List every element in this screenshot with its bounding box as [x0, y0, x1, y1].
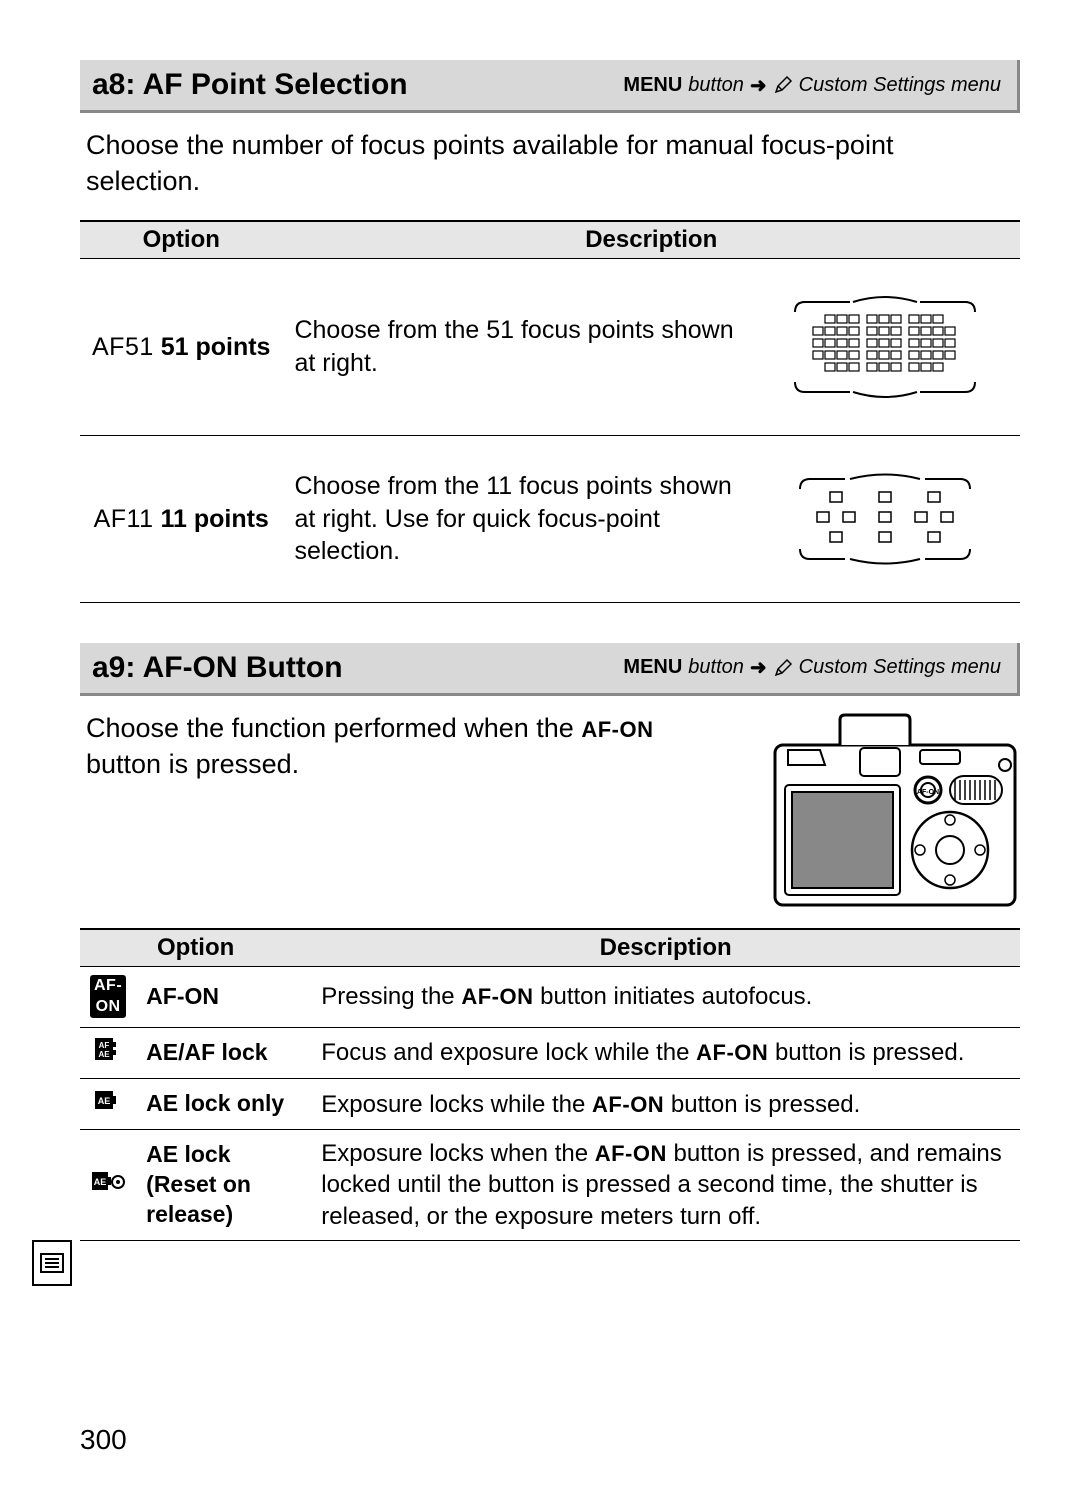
table-row: AE AE lock only Exposure locks while the… [80, 1079, 1020, 1130]
desc-pre: Pressing the [321, 983, 461, 1010]
afon-inline: AF-ON [461, 984, 533, 1009]
button-word: button [688, 656, 744, 679]
svg-text:AE: AE [98, 1096, 111, 1106]
table-a8: Option Description AF51 51 points Choose… [80, 220, 1020, 603]
side-tab-icon [32, 1240, 72, 1286]
focus-points-51-icon [775, 287, 995, 407]
desc-pre: Exposure locks when the [321, 1140, 594, 1167]
svg-text:AF: AF [99, 1041, 110, 1050]
menu-button-label: MENU [623, 656, 682, 679]
option-label: AE/AF lock [136, 1027, 311, 1078]
ae-af-lock-icon: AFAE [80, 1027, 136, 1078]
arrow-icon: ➜ [750, 73, 767, 98]
table-row: AE AE lock (Reset on release) Exposure l… [80, 1130, 1020, 1241]
option-label: AF-ON [136, 966, 311, 1027]
intro-a8: Choose the number of focus points availa… [86, 127, 1014, 200]
col-option: Option [80, 221, 282, 259]
breadcrumb-a9: MENU button ➜ Custom Settings menu [623, 655, 1001, 680]
table-row: AF51 51 points Choose from the 51 focus … [80, 258, 1020, 435]
option-desc: Exposure locks when the AF-ON button is … [311, 1130, 1020, 1241]
intro-text-pre: Choose the function performed when the [86, 713, 581, 743]
desc-pre: Focus and exposure lock while the [321, 1039, 696, 1066]
table-row: AF11 11 points Choose from the 11 focus … [80, 435, 1020, 602]
desc-post: button is pressed. [664, 1091, 860, 1118]
option-code: AF11 [94, 505, 154, 533]
option-label: AE lock (Reset on release) [136, 1130, 311, 1241]
section-title-a9: a9: AF-ON Button [92, 651, 343, 685]
option-label: AE lock only [136, 1079, 311, 1130]
desc-post: button is pressed. [768, 1039, 964, 1066]
intro-a9: Choose the function performed when the A… [86, 710, 736, 783]
option-desc: Pressing the AF-ON button initiates auto… [311, 966, 1020, 1027]
pencil-icon [773, 658, 793, 678]
option-code: AF51 [92, 333, 154, 361]
option-label: 11 points [160, 505, 268, 533]
svg-text:AE: AE [94, 1177, 107, 1187]
option-desc: Choose from the 11 focus points shown at… [282, 435, 750, 602]
breadcrumb-dest: Custom Settings menu [799, 656, 1001, 679]
afon-inline: AF-ON [595, 1141, 667, 1166]
svg-text:AE: AE [99, 1050, 111, 1059]
afon-inline: AF-ON [581, 717, 653, 742]
menu-button-label: MENU [623, 74, 682, 97]
table-a9: Option Description AF-ON AF-ON Pressing … [80, 928, 1020, 1241]
button-word: button [688, 74, 744, 97]
ae-lock-reset-icon: AE [80, 1130, 136, 1241]
afon-inline: AF-ON [592, 1092, 664, 1117]
arrow-icon: ➜ [750, 655, 767, 680]
table-row: AF-ON AF-ON Pressing the AF-ON button in… [80, 966, 1020, 1027]
focus-points-11-icon [775, 464, 995, 574]
breadcrumb-a8: MENU button ➜ Custom Settings menu [623, 73, 1001, 98]
option-label: 51 points [161, 333, 271, 361]
col-description: Description [311, 929, 1020, 967]
ae-lock-only-icon: AE [80, 1079, 136, 1130]
col-option: Option [80, 929, 311, 967]
option-desc: Focus and exposure lock while the AF-ON … [311, 1027, 1020, 1078]
svg-text:AF-ON: AF-ON [917, 789, 939, 796]
section-header-a9: a9: AF-ON Button MENU button ➜ Custom Se… [80, 643, 1020, 696]
pencil-icon [773, 75, 793, 95]
section-header-a8: a8: AF Point Selection MENU button ➜ Cus… [80, 60, 1020, 113]
desc-pre: Exposure locks while the [321, 1091, 592, 1118]
afon-inline: AF-ON [696, 1040, 768, 1065]
desc-post: button initiates autofocus. [533, 983, 812, 1010]
table-row: AFAE AE/AF lock Focus and exposure lock … [80, 1027, 1020, 1078]
afon-badge-icon: AF-ON [90, 975, 126, 1019]
page-number: 300 [80, 1424, 127, 1456]
option-desc: Exposure locks while the AF-ON button is… [311, 1079, 1020, 1130]
col-description: Description [282, 221, 1020, 259]
option-desc: Choose from the 51 focus points shown at… [282, 258, 750, 435]
intro-text-post: button is pressed. [86, 749, 299, 779]
breadcrumb-dest: Custom Settings menu [799, 74, 1001, 97]
section-title-a8: a8: AF Point Selection [92, 68, 408, 102]
camera-back-icon: AF-ON [770, 710, 1020, 910]
